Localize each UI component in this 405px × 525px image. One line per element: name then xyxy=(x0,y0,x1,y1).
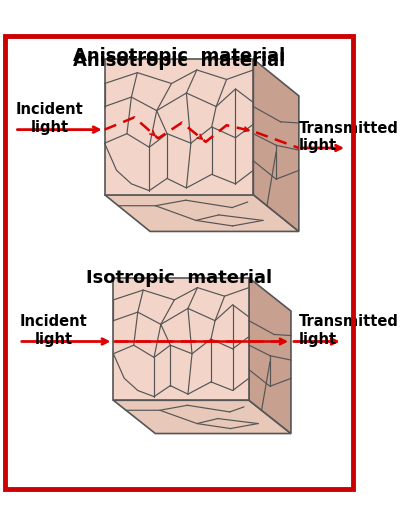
Polygon shape xyxy=(104,59,253,195)
Text: Transmitted
light: Transmitted light xyxy=(298,314,398,346)
Polygon shape xyxy=(113,278,248,400)
Text: Transmitted
light: Transmitted light xyxy=(298,121,398,153)
Polygon shape xyxy=(113,400,290,434)
Polygon shape xyxy=(248,278,290,434)
Text: Anisotropic  material: Anisotropic material xyxy=(72,47,284,65)
Text: Isotropic  material: Isotropic material xyxy=(86,269,271,287)
Text: Anisotropic  material: Anisotropic material xyxy=(72,52,284,70)
Text: Incident
light: Incident light xyxy=(15,102,83,135)
Polygon shape xyxy=(104,195,298,232)
Text: Incident
light: Incident light xyxy=(20,314,87,346)
Polygon shape xyxy=(253,59,298,232)
